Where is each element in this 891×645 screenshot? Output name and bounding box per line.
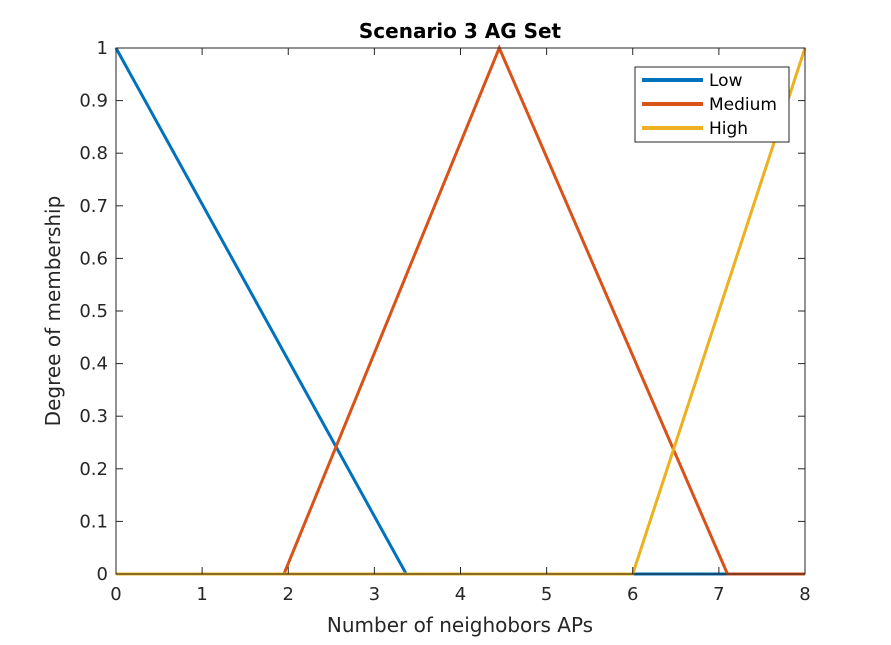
y-tick-label: 0.3	[79, 406, 108, 427]
y-tick-label: 0.9	[79, 91, 108, 112]
y-tick-label: 0.8	[79, 143, 108, 164]
x-tick-label: 8	[799, 584, 810, 605]
y-axis: 0 0.1 0.2 0.3 0.4 0.5 0.6 0.7 0.8 0.9 1	[79, 38, 805, 585]
x-tick-label: 5	[541, 584, 552, 605]
x-tick-label: 3	[369, 584, 380, 605]
x-tick-label: 2	[283, 584, 294, 605]
legend: Low Medium High	[634, 66, 790, 143]
y-tick-label: 0.6	[79, 248, 108, 269]
y-tick-label: 0.1	[79, 511, 108, 532]
x-axis: 0 1 2 3 4 5 6 7 8	[110, 48, 811, 605]
x-tick-label: 0	[110, 584, 121, 605]
y-tick-label: 1	[97, 38, 108, 59]
x-tick-label: 6	[627, 584, 638, 605]
chart-title: Scenario 3 AG Set	[359, 19, 562, 43]
legend-label-low: Low	[709, 71, 743, 91]
x-tick-label: 1	[196, 584, 207, 605]
x-tick-label: 4	[455, 584, 466, 605]
y-tick-label: 0	[97, 564, 108, 585]
x-axis-label: Number of neighobors APs	[327, 613, 593, 637]
y-tick-label: 0.5	[79, 301, 108, 322]
legend-label-high: High	[709, 119, 748, 139]
x-tick-label: 7	[713, 584, 724, 605]
y-tick-label: 0.2	[79, 459, 108, 480]
legend-label-medium: Medium	[709, 95, 777, 115]
y-tick-label: 0.7	[79, 196, 108, 217]
y-axis-label: Degree of membership	[41, 196, 65, 427]
y-tick-label: 0.4	[79, 354, 108, 375]
